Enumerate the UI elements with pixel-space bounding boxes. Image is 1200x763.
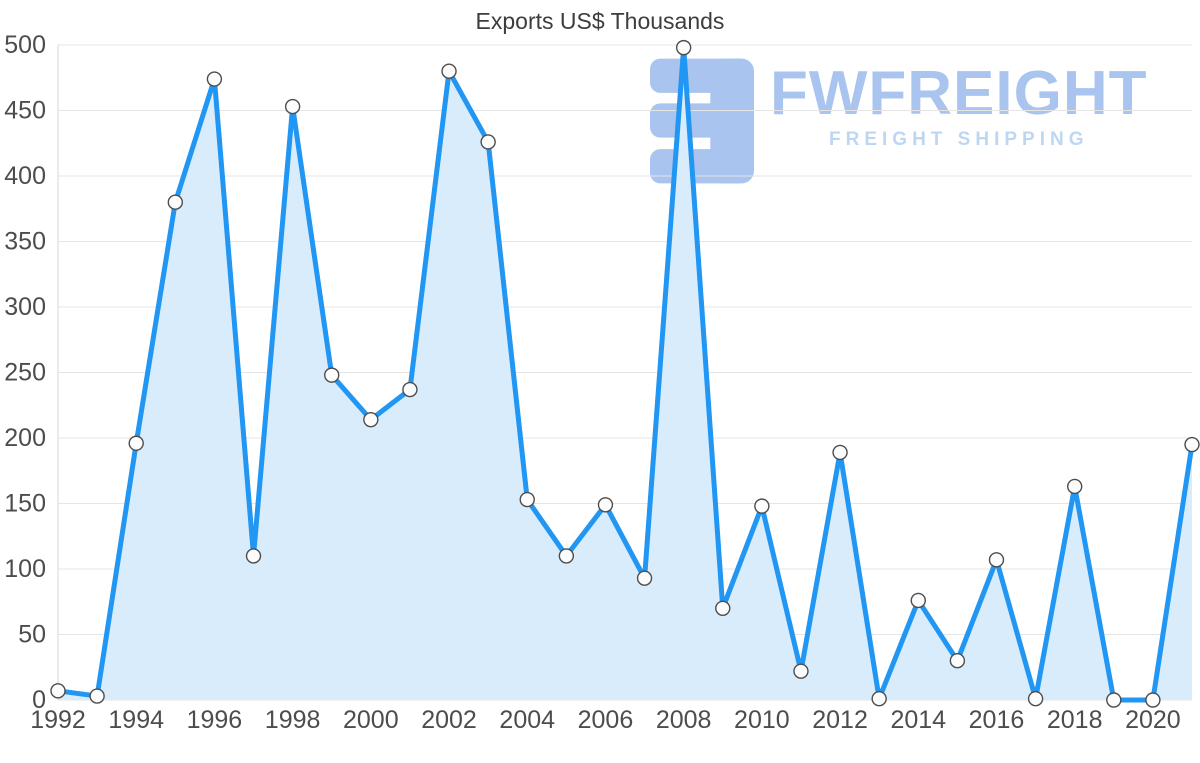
- svg-text:2014: 2014: [890, 706, 946, 734]
- svg-text:2000: 2000: [343, 706, 399, 734]
- svg-text:2002: 2002: [421, 706, 477, 734]
- svg-text:2004: 2004: [499, 706, 555, 734]
- svg-text:2016: 2016: [969, 706, 1025, 734]
- svg-text:50: 50: [18, 621, 46, 649]
- svg-text:1992: 1992: [30, 706, 86, 734]
- svg-text:2018: 2018: [1047, 706, 1103, 734]
- svg-text:350: 350: [4, 228, 46, 256]
- svg-text:300: 300: [4, 293, 46, 321]
- svg-text:100: 100: [4, 555, 46, 583]
- svg-text:150: 150: [4, 490, 46, 518]
- svg-text:450: 450: [4, 97, 46, 125]
- svg-text:500: 500: [4, 31, 46, 59]
- svg-text:1994: 1994: [108, 706, 164, 734]
- svg-text:1998: 1998: [265, 706, 321, 734]
- watermark-brand: FWFREIGHT: [770, 59, 1148, 128]
- svg-text:250: 250: [4, 359, 46, 387]
- svg-text:2008: 2008: [656, 706, 712, 734]
- svg-text:400: 400: [4, 162, 46, 190]
- chart-title: Exports US$ Thousands: [475, 8, 725, 34]
- svg-text:2012: 2012: [812, 706, 868, 734]
- svg-text:2010: 2010: [734, 706, 790, 734]
- svg-text:200: 200: [4, 424, 46, 452]
- svg-text:1996: 1996: [187, 706, 243, 734]
- watermark-tagline: FREIGHT SHIPPING: [829, 129, 1089, 151]
- svg-text:2006: 2006: [578, 706, 634, 734]
- svg-text:0: 0: [32, 686, 46, 714]
- watermark-text: FWFREIGHT FREIGHT SHIPPING: [770, 58, 1148, 151]
- svg-text:2020: 2020: [1125, 706, 1181, 734]
